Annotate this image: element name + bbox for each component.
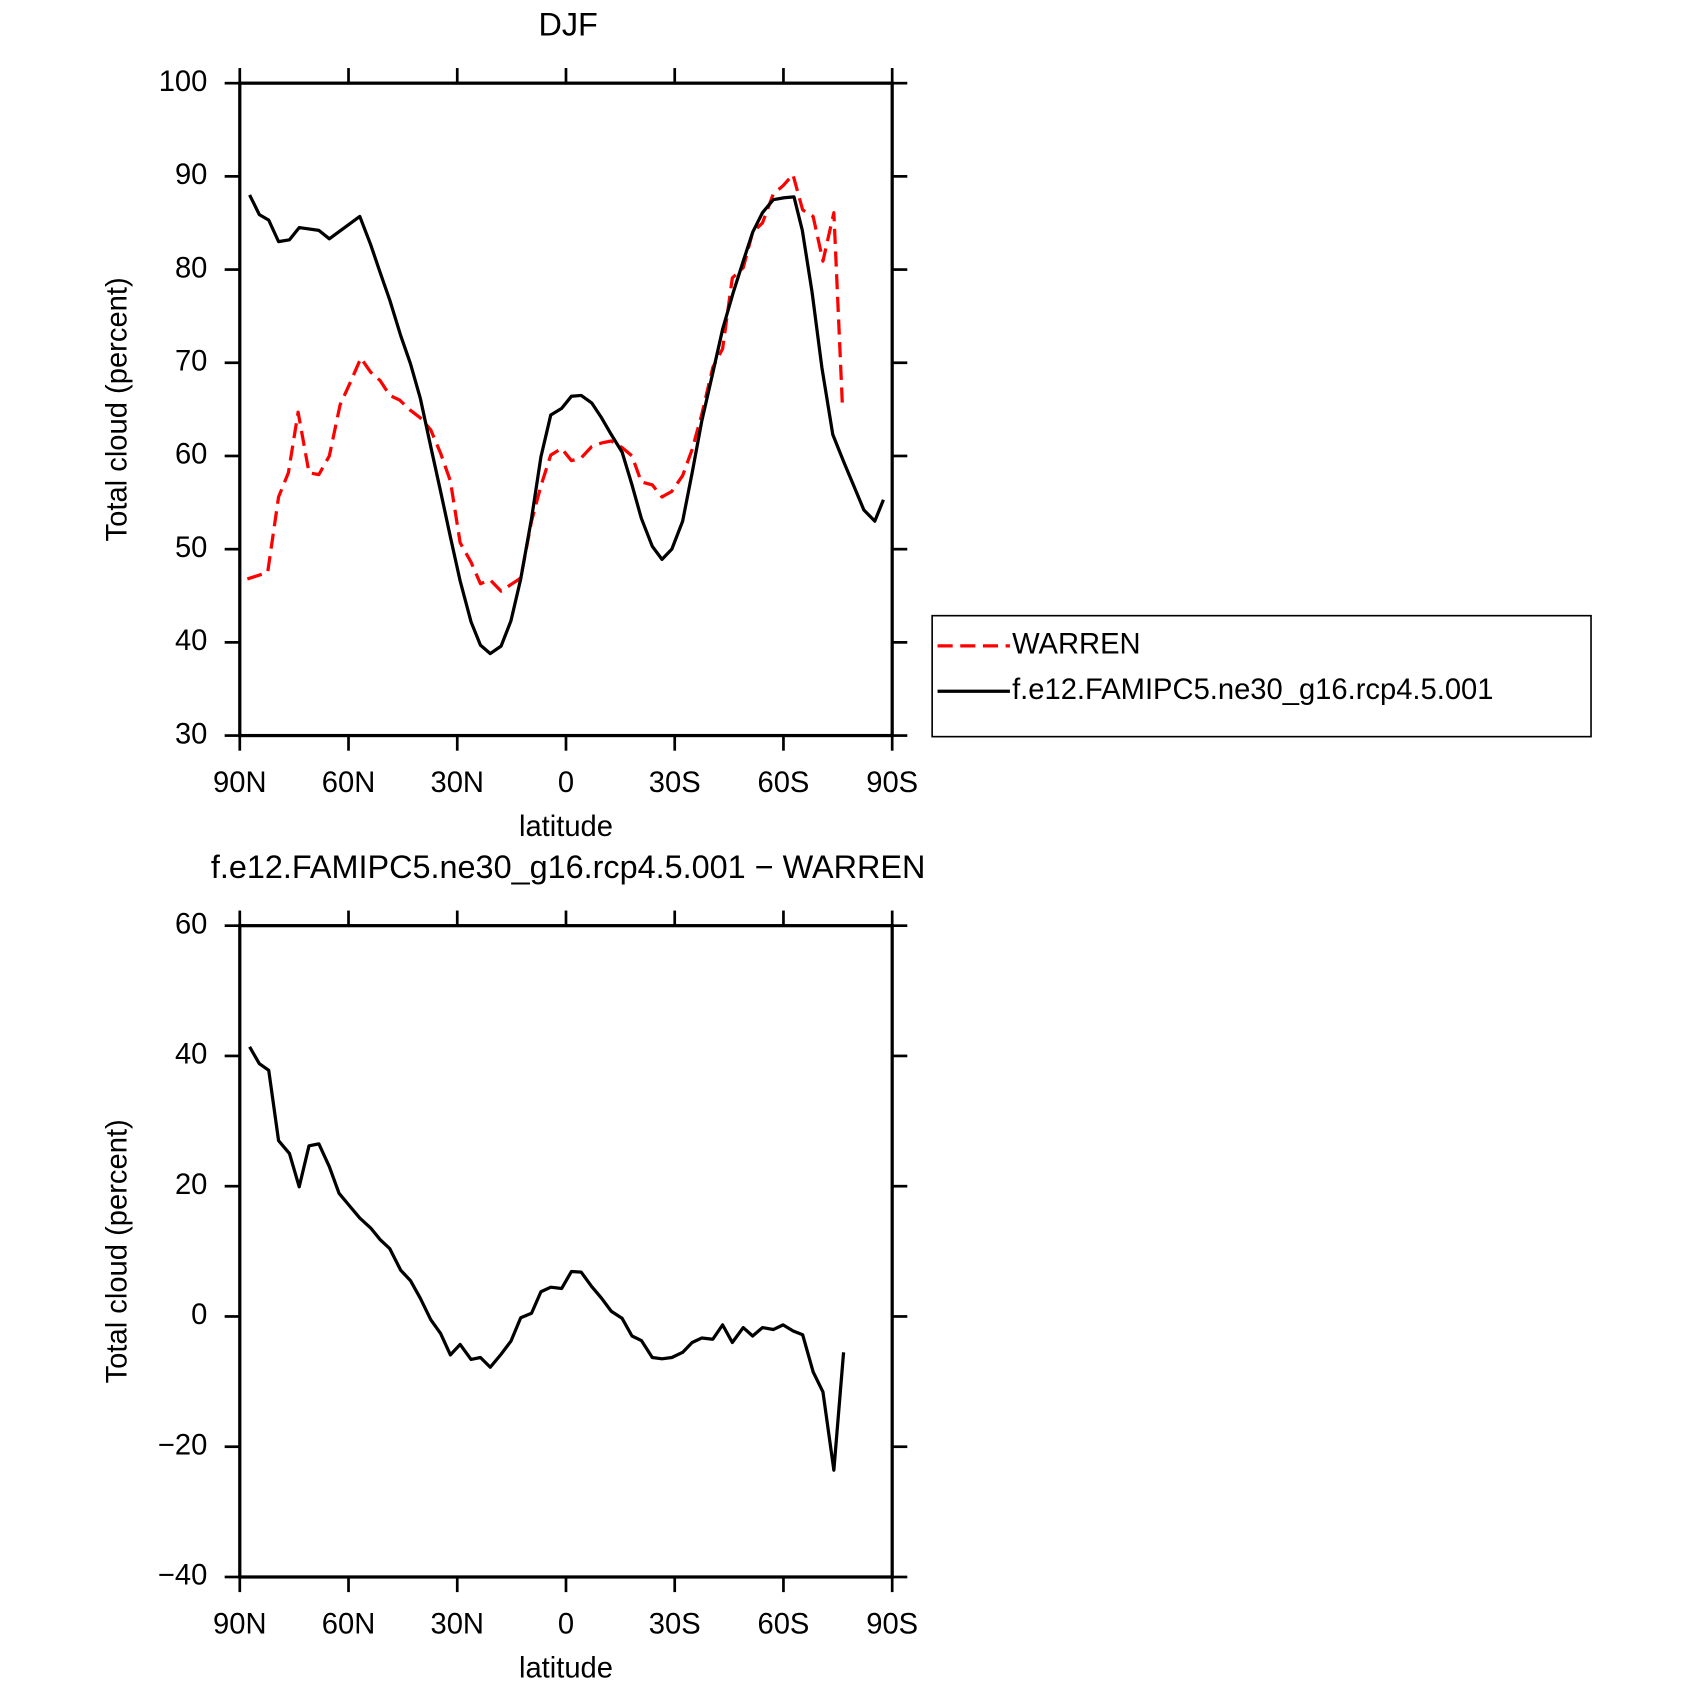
y-tick-label: 40 [175,1039,207,1071]
plot-frame [238,924,894,1579]
data-line [248,194,885,656]
x-tick-label: 90S [866,767,918,799]
x-tick-label: 90N [213,1608,266,1640]
x-tick-label: 90N [213,767,266,799]
x-tick-label: 0 [558,767,574,799]
y-axis-label: Total cloud (percent) [102,1119,134,1383]
x-tick-label: 30N [431,1608,485,1640]
legend-label: WARREN [1012,629,1141,661]
x-tick-label: 60S [758,767,810,799]
x-tick-label: 30S [649,1608,701,1640]
x-tick-label: 60N [322,767,376,799]
x-tick-label: 30N [431,767,485,799]
chart-title: DJF [538,7,597,43]
y-axis-label: Total cloud (percent) [102,277,134,541]
x-tick-label: 60S [758,1608,810,1640]
y-tick-label: 100 [159,66,208,98]
data-line [248,1046,846,1472]
y-tick-label: 90 [175,159,207,191]
y-tick-label: 20 [175,1169,207,1201]
plot-frame [238,81,894,738]
y-tick-label: 50 [175,532,207,564]
y-tick-label: −40 [158,1560,207,1592]
y-tick-label: 80 [175,252,207,284]
y-tick-label: 60 [175,908,207,940]
x-tick-label: 90S [866,1608,918,1640]
chart-title: f.e12.FAMIPC5.ne30_g16.rcp4.5.001 − WARR… [211,849,925,885]
x-tick-label: 0 [558,1608,574,1640]
legend-label: f.e12.FAMIPC5.ne30_g16.rcp4.5.001 [1012,674,1493,706]
x-tick-label: 30S [649,767,701,799]
x-tick-label: 60N [322,1608,376,1640]
data-line [246,172,845,593]
x-axis-label: latitude [519,1653,613,1685]
y-tick-label: 60 [175,439,207,471]
y-tick-label: 70 [175,345,207,377]
y-tick-label: −20 [158,1429,207,1461]
y-tick-label: 40 [175,625,207,657]
x-axis-label: latitude [519,811,613,843]
legend-box [931,614,1592,738]
y-tick-label: 30 [175,718,207,750]
y-tick-label: 0 [191,1299,207,1331]
